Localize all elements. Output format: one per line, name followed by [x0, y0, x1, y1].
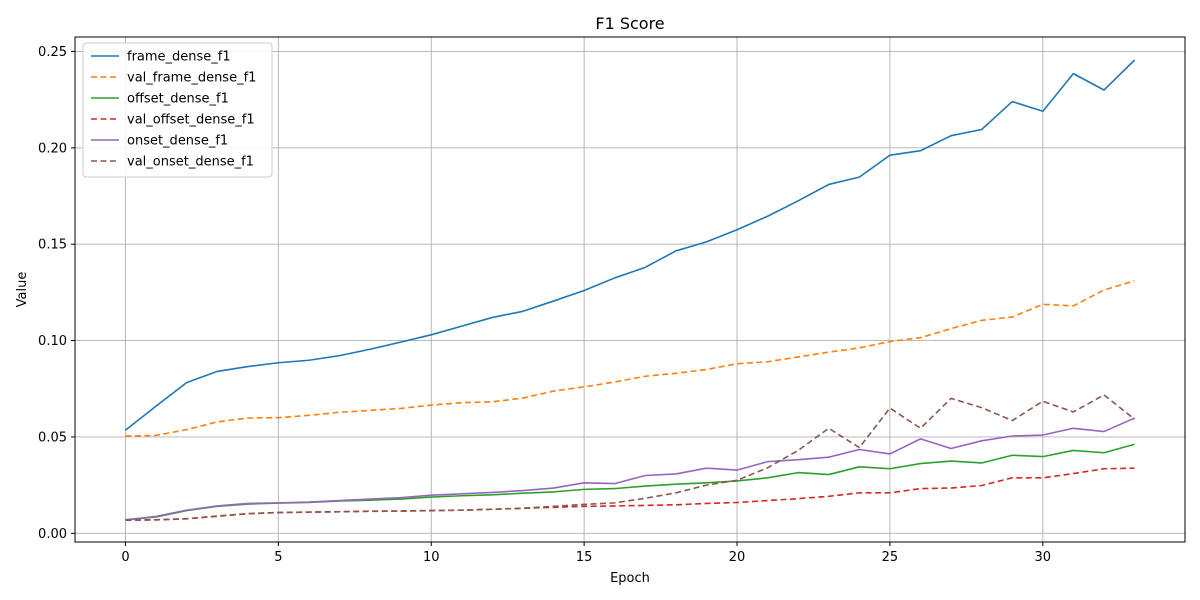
series-line-val-frame-dense-f1: [125, 280, 1135, 437]
x-axis-label: Epoch: [610, 571, 650, 586]
chart-title: F1 Score: [595, 14, 664, 33]
x-tick-label: 5: [274, 550, 282, 565]
y-tick-label: 0.10: [38, 334, 67, 349]
x-tick-label: 30: [1035, 550, 1052, 565]
legend: frame_dense_f1 val_frame_dense_f1 offset_d…: [82, 42, 273, 178]
y-tick-label: 0.00: [38, 527, 67, 542]
y-tick-label: 0.25: [38, 45, 67, 60]
x-tick-label: 25: [882, 550, 899, 565]
legend-label: frame_dense_f1: [127, 50, 231, 65]
y-tick-label: 0.20: [38, 141, 67, 156]
series-line-val-onset-dense-f1: [125, 394, 1136, 522]
x-tick-label: 10: [423, 550, 440, 565]
legend-label: onset_dense_f1: [127, 134, 228, 149]
x-axis: 0 5 10 15 20 25 30: [121, 542, 1051, 565]
x-tick-label: 20: [729, 550, 746, 565]
series-line-onset-dense-f1: [125, 417, 1135, 521]
series-line-val-offset-dense-f1: [125, 467, 1135, 522]
series-layer: [124, 59, 1136, 522]
y-tick-label: 0.15: [38, 238, 67, 253]
plot-area-frame: [74, 36, 1186, 543]
series-line-frame-dense-f1: [124, 59, 1136, 431]
x-tick-label: 0: [121, 550, 129, 565]
legend-label: val_offset_dense_f1: [127, 113, 255, 128]
y-tick-label: 0.05: [38, 430, 67, 445]
legend-label: val_onset_dense_f1: [127, 155, 254, 170]
y-axis-label: Value: [15, 272, 30, 308]
y-axis: 0.00 0.05 0.10 0.15 0.20 0.25: [38, 45, 75, 542]
legend-label: offset_dense_f1: [127, 92, 229, 107]
grid-lines: [75, 37, 1185, 542]
legend-box: [82, 42, 273, 178]
legend-label: val_frame_dense_f1: [127, 71, 256, 86]
x-tick-label: 15: [576, 550, 593, 565]
